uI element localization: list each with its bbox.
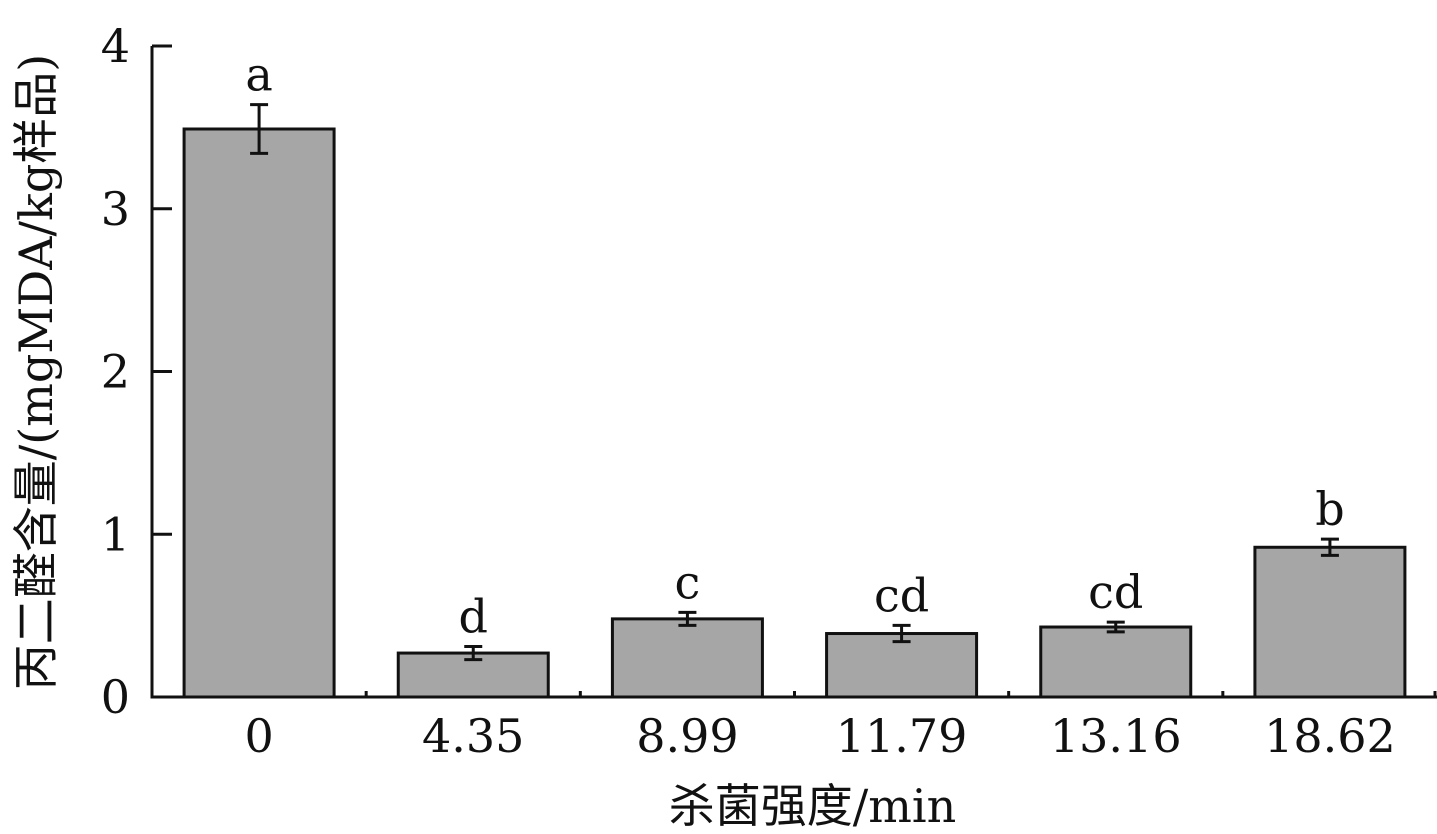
bar <box>610 617 764 699</box>
y-tick-label: 0 <box>101 670 130 724</box>
y-tick-label: 1 <box>101 507 130 561</box>
significance-label: b <box>1315 482 1344 536</box>
bar <box>182 127 336 699</box>
y-tick-label: 3 <box>101 182 130 236</box>
significance-label: a <box>245 48 272 102</box>
x-tick-label: 8.99 <box>636 709 738 763</box>
x-tick-label: 13.16 <box>1050 709 1182 763</box>
significance-label: cd <box>874 568 929 622</box>
axes-layer: 0 4.35 8.99 11.79 13.16 18.62 0 1 2 3 4 <box>101 19 1437 763</box>
x-tick-label: 18.62 <box>1264 709 1396 763</box>
x-tick-label: 0 <box>244 709 273 763</box>
significance-labels-layer: a d c cd cd b <box>245 48 1344 644</box>
x-axis-title: 杀菌强度/min <box>669 779 956 833</box>
x-tick-label: 11.79 <box>836 709 968 763</box>
bar <box>1253 545 1407 699</box>
significance-label: d <box>459 590 488 644</box>
y-axis-title: 丙二醛含量/(mgMDA/kg样品) <box>9 54 63 690</box>
bar <box>1039 625 1193 699</box>
error-bars-layer <box>250 103 1339 662</box>
bars-layer <box>182 127 1407 699</box>
y-tick-label: 2 <box>101 345 130 399</box>
significance-label: cd <box>1088 565 1143 619</box>
significance-label: c <box>675 555 701 609</box>
y-tick-label: 4 <box>101 19 130 73</box>
x-tick-label: 4.35 <box>422 709 524 763</box>
